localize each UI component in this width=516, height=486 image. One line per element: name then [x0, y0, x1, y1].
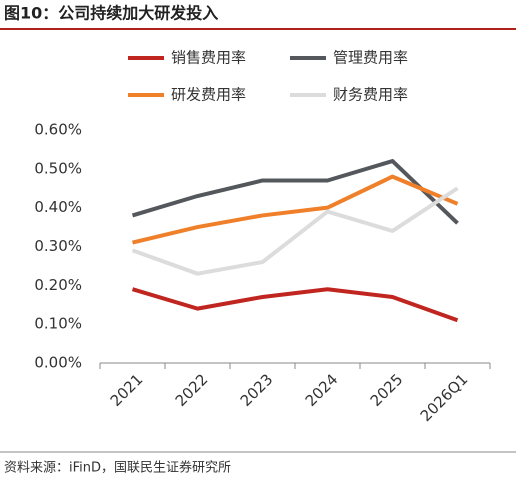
x-tick-label: 2023 — [237, 370, 277, 410]
series-line — [132, 174, 459, 245]
legend-label: 财务费用率 — [333, 86, 408, 104]
chart-title: 图10：公司持续加大研发投入 — [4, 4, 218, 23]
x-tick-label: 2026Q1 — [417, 370, 472, 425]
y-tick-label: 0.00% — [34, 354, 82, 372]
y-tick-label: 0.40% — [34, 198, 82, 216]
series-line — [131, 186, 459, 276]
x-tick-label: 2024 — [302, 370, 342, 410]
y-tick-label: 0.20% — [34, 276, 82, 294]
legend-label: 销售费用率 — [171, 49, 246, 67]
x-tick-label: 2021 — [107, 370, 147, 410]
y-tick-label: 0.50% — [34, 159, 82, 177]
y-tick-label: 0.60% — [34, 121, 82, 139]
y-tick-label: 0.30% — [34, 237, 82, 255]
series-line — [131, 159, 459, 225]
y-tick-label: 0.10% — [34, 315, 82, 333]
series-line — [131, 287, 459, 323]
legend-label: 研发费用率 — [171, 86, 246, 104]
legend-label: 管理费用率 — [333, 49, 408, 67]
x-tick-label: 2025 — [367, 370, 407, 410]
source: 资料来源：iFinD，国联民生证券研究所 — [4, 460, 231, 476]
x-tick-label: 2022 — [172, 370, 212, 410]
